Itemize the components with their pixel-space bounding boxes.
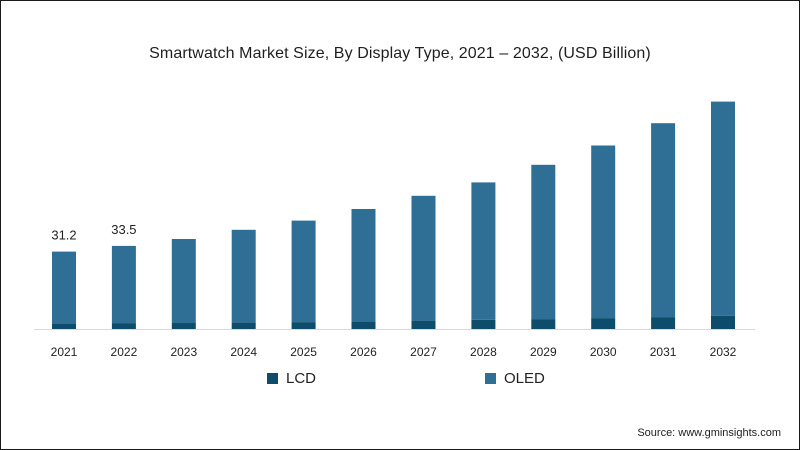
bar-lcd-2031: [651, 317, 676, 329]
bar-lcd-2029: [531, 319, 556, 329]
bar-lcd-2025: [291, 322, 316, 329]
x-tick-label-2030: 2030: [590, 345, 617, 359]
legend-label-lcd: LCD: [286, 370, 317, 387]
bar-oled-2028: [471, 182, 496, 320]
chart-legend: LCD OLED: [1, 370, 799, 394]
bar-lcd-2026: [351, 321, 376, 329]
data-label-2022: 33.5: [111, 222, 136, 237]
bar-lcd-2023: [171, 323, 196, 329]
bar-oled-2023: [171, 239, 196, 324]
bar-oled-2021: [52, 251, 76, 324]
source-text: Source: www.gminsights.com: [637, 427, 781, 439]
legend-item-oled: OLED: [485, 370, 545, 387]
legend-swatch-oled: [485, 373, 496, 384]
bar-lcd-2032: [711, 315, 735, 329]
bar-lcd-2021: [52, 324, 76, 329]
x-tick-label-2029: 2029: [530, 345, 557, 359]
x-tick-label-2024: 2024: [230, 345, 257, 359]
data-label-2021: 31.2: [51, 228, 76, 243]
x-tick-label-2021: 2021: [51, 345, 78, 359]
bar-oled-2030: [591, 145, 616, 319]
legend-label-oled: OLED: [504, 370, 545, 387]
chart-title: Smartwatch Market Size, By Display Type,…: [149, 45, 651, 62]
bar-oled-2026: [351, 209, 376, 322]
legend-swatch-lcd: [267, 373, 278, 384]
bar-oled-2032: [711, 101, 735, 316]
x-tick-label-2028: 2028: [470, 345, 497, 359]
bar-lcd-2028: [471, 319, 496, 329]
bar-lcd-2022: [111, 323, 136, 329]
bar-oled-2027: [411, 195, 436, 321]
bar-oled-2029: [531, 164, 556, 320]
bar-oled-2024: [231, 229, 256, 323]
bar-lcd-2024: [231, 322, 256, 329]
x-tick-label-2031: 2031: [650, 345, 677, 359]
legend-item-lcd: LCD: [267, 370, 316, 387]
x-tick-label-2032: 2032: [710, 345, 737, 359]
bar-oled-2025: [291, 220, 316, 322]
bar-oled-2031: [651, 123, 676, 318]
x-tick-label-2022: 2022: [111, 345, 138, 359]
x-tick-label-2025: 2025: [290, 345, 317, 359]
x-tick-label-2023: 2023: [170, 345, 197, 359]
x-tick-label-2027: 2027: [410, 345, 437, 359]
x-tick-label-2026: 2026: [350, 345, 377, 359]
bar-lcd-2027: [411, 320, 436, 329]
bar-oled-2022: [111, 245, 136, 324]
bar-lcd-2030: [591, 318, 616, 329]
